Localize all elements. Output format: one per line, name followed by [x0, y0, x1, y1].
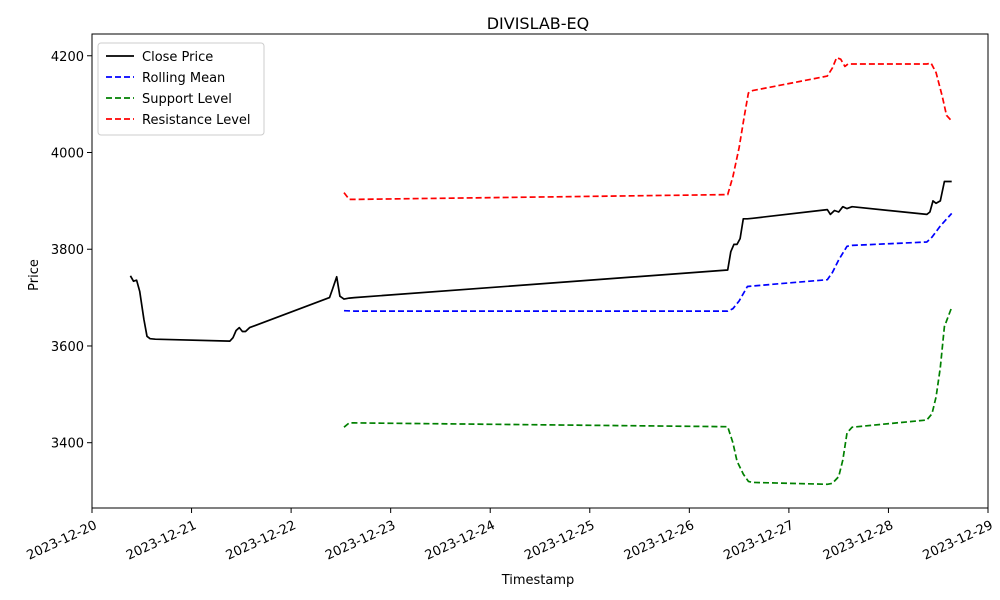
series-line-resistance-level	[343, 56, 953, 201]
y-axis-label: Price	[27, 259, 42, 291]
series-layer	[129, 56, 953, 486]
x-axis-label: Timestamp	[501, 573, 575, 588]
legend-entry: Support Level	[142, 92, 232, 107]
chart-title: DIVISLAB-EQ	[487, 14, 590, 33]
legend-entry: Resistance Level	[142, 113, 251, 128]
series-line-rolling-mean	[343, 212, 953, 312]
y-tick-label: 4000	[51, 147, 84, 162]
y-tick-label: 4200	[51, 50, 84, 65]
y-axis: 3400 3600 3800 4000 4200	[51, 50, 92, 452]
series-line-support-level	[343, 306, 953, 486]
y-tick-label: 3800	[51, 243, 84, 258]
legend-entry: Close Price	[142, 50, 213, 65]
y-tick-label: 3400	[51, 437, 84, 452]
series-line-close-price	[129, 180, 952, 342]
legend-entry: Rolling Mean	[142, 71, 225, 86]
legend-box	[97, 42, 265, 136]
legend: Close Price Rolling Mean Support Level Resi…	[97, 42, 265, 136]
y-tick-label: 3600	[51, 340, 84, 355]
